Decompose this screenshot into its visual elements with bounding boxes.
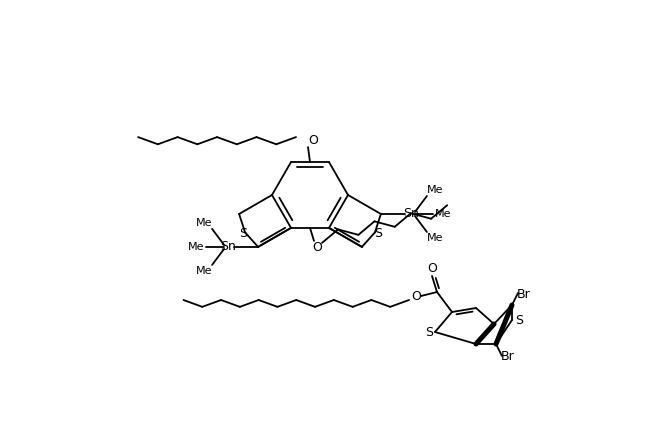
Text: Me: Me [188,242,204,252]
Text: Me: Me [435,209,451,219]
Text: S: S [425,327,433,340]
Text: Me: Me [196,266,212,276]
Text: O: O [308,134,318,146]
Text: O: O [411,291,421,303]
Text: O: O [312,241,322,255]
Text: Br: Br [517,288,531,302]
Text: Me: Me [196,218,212,228]
Text: Me: Me [427,185,443,195]
Text: Br: Br [501,349,515,363]
Text: Sn: Sn [403,207,419,221]
Text: O: O [427,262,437,275]
Text: S: S [239,227,247,240]
Text: Sn: Sn [220,240,236,253]
Text: S: S [515,313,523,327]
Text: Me: Me [427,233,443,243]
Text: S: S [374,227,382,240]
